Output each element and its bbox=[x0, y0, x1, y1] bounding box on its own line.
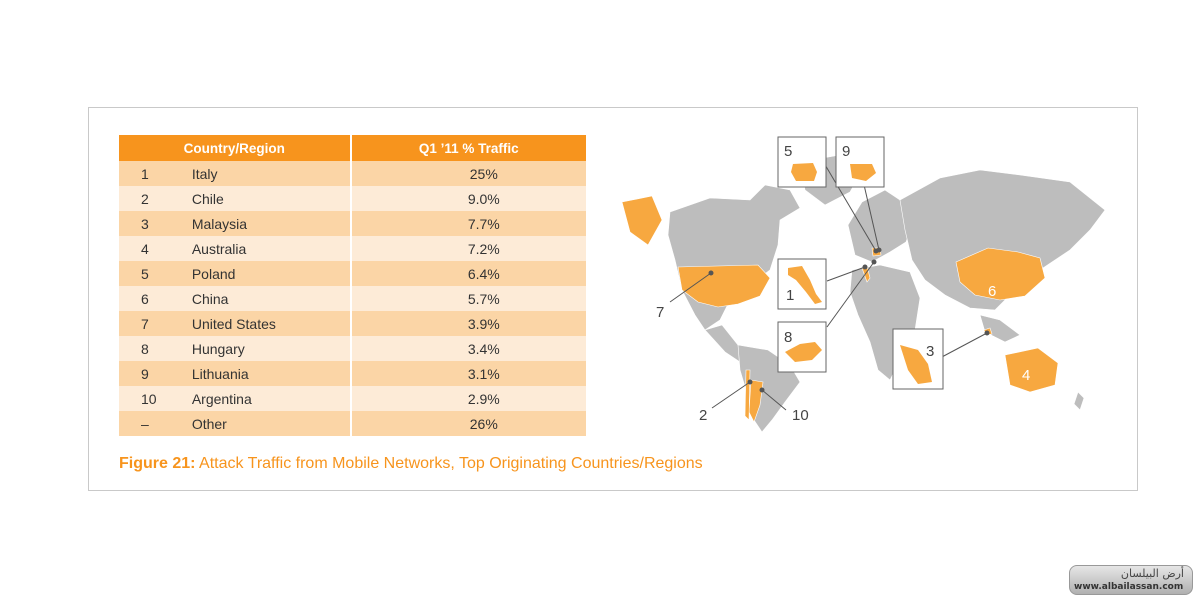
caption-label: Figure 21: bbox=[119, 455, 196, 472]
row-rank: 5 bbox=[119, 261, 182, 286]
new-zealand-land bbox=[1073, 391, 1085, 411]
table-row: – Other 26% bbox=[119, 411, 586, 436]
map-label-4: 4 bbox=[1022, 367, 1030, 384]
chile-highlight bbox=[744, 369, 751, 421]
callout-dots bbox=[708, 247, 990, 393]
table-body: 1 Italy 25% 2 Chile 9.0% 3 Malaysia 7.7% 4 Austral… bbox=[119, 161, 586, 436]
map-label-2: 2 bbox=[699, 407, 707, 424]
table-row: 5 Poland 6.4% bbox=[119, 261, 586, 286]
row-rank: – bbox=[119, 411, 182, 436]
world-map: 5 9 1 8 3 7 2 10 6 4 bbox=[621, 136, 1106, 433]
row-value: 3.9% bbox=[349, 311, 586, 336]
watermark-arabic: أرض البيلسان bbox=[1120, 567, 1184, 580]
map-label-1: 1 bbox=[786, 287, 794, 304]
column-header-traffic: Q1 ’11 % Traffic bbox=[349, 135, 586, 161]
caption-text: Attack Traffic from Mobile Networks, Top… bbox=[195, 455, 703, 472]
table-row: 7 United States 3.9% bbox=[119, 311, 586, 336]
china-highlight bbox=[955, 247, 1046, 301]
table-row: 10 Argentina 2.9% bbox=[119, 386, 586, 411]
row-country: Hungary bbox=[181, 336, 351, 361]
watermark: أرض البيلسان www.albailassan.com bbox=[1069, 565, 1193, 595]
row-rank: 6 bbox=[119, 286, 182, 311]
highlighted-countries bbox=[621, 195, 1059, 423]
row-rank: 4 bbox=[119, 236, 182, 261]
alaska-highlight bbox=[621, 195, 663, 246]
row-country: Poland bbox=[181, 261, 351, 286]
southeast-asia-land bbox=[979, 314, 1021, 343]
italy-inset-shape bbox=[788, 266, 822, 304]
map-label-7: 7 bbox=[656, 304, 664, 321]
row-value: 2.9% bbox=[349, 386, 586, 411]
map-labels-on-land: 6 4 bbox=[988, 283, 1030, 384]
table-row: 2 Chile 9.0% bbox=[119, 186, 586, 211]
usa-highlight bbox=[677, 264, 771, 308]
map-labels: 5 9 1 8 3 7 2 10 bbox=[656, 143, 934, 424]
lithuania-inset-shape bbox=[850, 164, 876, 181]
map-label-10: 10 bbox=[792, 407, 809, 424]
map-label-6: 6 bbox=[988, 283, 996, 300]
hungary-inset-shape bbox=[785, 342, 822, 362]
row-value: 3.4% bbox=[349, 336, 586, 361]
figure-caption: Figure 21: Attack Traffic from Mobile Ne… bbox=[119, 455, 703, 473]
row-rank: 3 bbox=[119, 211, 182, 236]
row-value: 9.0% bbox=[349, 186, 586, 211]
row-country: United States bbox=[181, 311, 351, 336]
column-header-country: Country/Region bbox=[119, 135, 351, 161]
map-label-3: 3 bbox=[926, 343, 934, 360]
table-row: 8 Hungary 3.4% bbox=[119, 336, 586, 361]
inset-shapes bbox=[785, 163, 932, 384]
traffic-table: Country/Region Q1 ’11 % Traffic 1 Italy 25… bbox=[119, 135, 586, 436]
row-value: 5.7% bbox=[349, 286, 586, 311]
table-header-row: Country/Region Q1 ’11 % Traffic bbox=[119, 135, 586, 161]
callout-lines bbox=[669, 162, 988, 411]
row-country: Other bbox=[181, 411, 351, 436]
row-rank: 9 bbox=[119, 361, 182, 386]
row-country: China bbox=[181, 286, 351, 311]
row-value: 6.4% bbox=[349, 261, 586, 286]
row-rank: 7 bbox=[119, 311, 182, 336]
table-row: 3 Malaysia 7.7% bbox=[119, 211, 586, 236]
malaysia-inset-shape bbox=[900, 345, 932, 384]
row-rank: 8 bbox=[119, 336, 182, 361]
table-row: 6 China 5.7% bbox=[119, 286, 586, 311]
figure-frame bbox=[88, 107, 1138, 491]
row-country: Australia bbox=[181, 236, 351, 261]
watermark-url: www.albailassan.com bbox=[1074, 582, 1184, 592]
row-country: Italy bbox=[181, 161, 351, 186]
poland-inset-shape bbox=[791, 163, 817, 181]
row-country: Argentina bbox=[181, 386, 351, 411]
map-label-5: 5 bbox=[784, 143, 792, 160]
map-label-9: 9 bbox=[842, 143, 850, 160]
row-value: 3.1% bbox=[349, 361, 586, 386]
row-country: Lithuania bbox=[181, 361, 351, 386]
row-value: 7.2% bbox=[349, 236, 586, 261]
row-country: Malaysia bbox=[181, 211, 351, 236]
row-value: 26% bbox=[349, 411, 586, 436]
australia-highlight bbox=[1004, 347, 1059, 393]
row-rank: 2 bbox=[119, 186, 182, 211]
row-country: Chile bbox=[181, 186, 351, 211]
row-rank: 1 bbox=[119, 161, 182, 186]
table-row: 1 Italy 25% bbox=[119, 161, 586, 186]
row-value: 25% bbox=[349, 161, 586, 186]
row-rank: 10 bbox=[119, 386, 182, 411]
table-row: 4 Australia 7.2% bbox=[119, 236, 586, 261]
table-row: 9 Lithuania 3.1% bbox=[119, 361, 586, 386]
row-value: 7.7% bbox=[349, 211, 586, 236]
map-label-8: 8 bbox=[784, 329, 792, 346]
